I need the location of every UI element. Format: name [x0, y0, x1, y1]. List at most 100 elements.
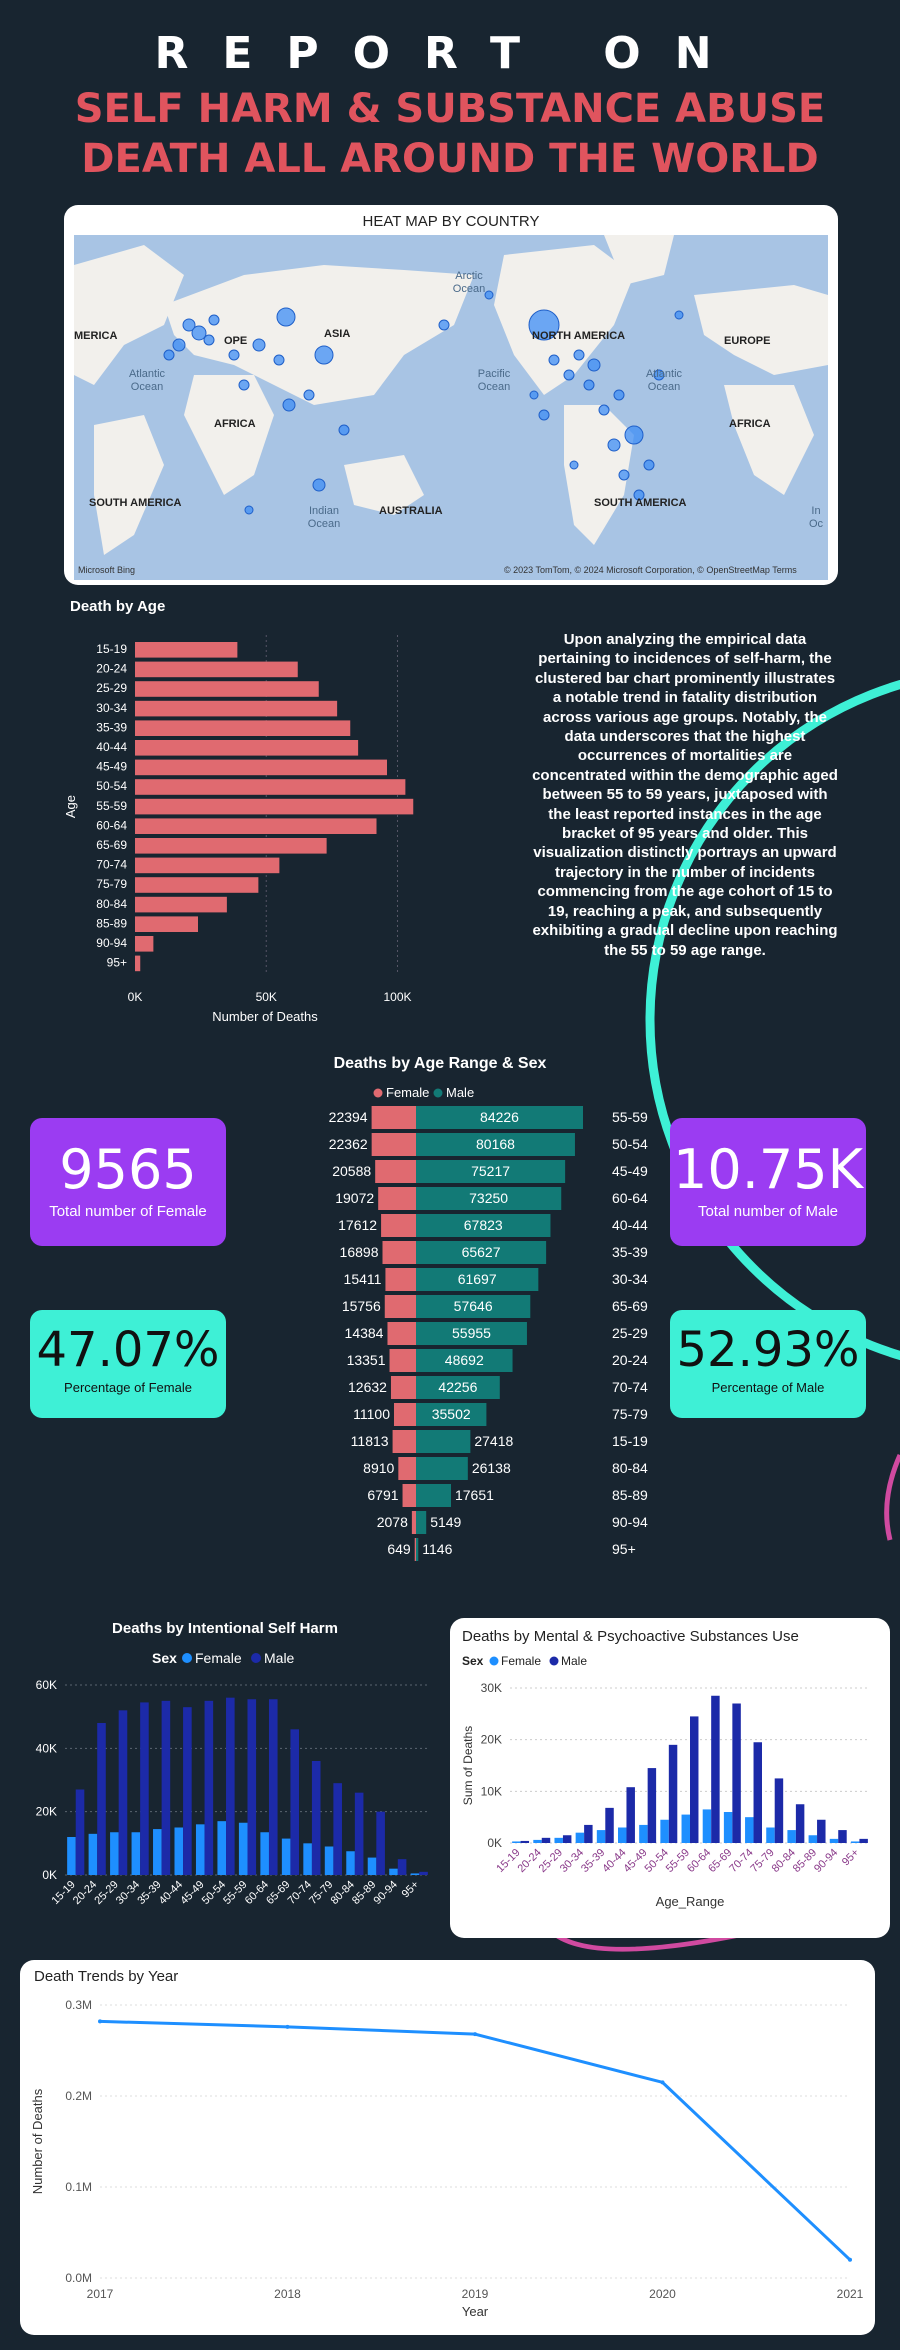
map-bubble[interactable] — [569, 460, 579, 470]
y-tick-label: 25-29 — [96, 681, 127, 695]
female-bar — [393, 1403, 416, 1426]
female-bar — [533, 1839, 542, 1843]
map-bubble[interactable] — [618, 469, 630, 481]
map-label-north-america: NORTH AMERICA — [532, 330, 626, 342]
ocean-label-indian-right: In Oc — [808, 505, 824, 530]
male-value-label: 26138 — [472, 1460, 511, 1476]
trend-point — [98, 2019, 102, 2024]
map-label-asia: ASIA — [324, 328, 351, 340]
kpi-female-total: 9565 Total number of Female — [30, 1118, 226, 1246]
y-tick-label: 65-69 — [96, 838, 127, 852]
female-bar — [387, 1322, 416, 1345]
female-bar — [260, 1832, 269, 1875]
legend-female-label: Female — [501, 1654, 541, 1668]
map-bubble[interactable] — [191, 325, 207, 341]
female-value-label: 6791 — [367, 1487, 398, 1503]
male-bar — [416, 1295, 531, 1318]
male-bar — [584, 1824, 593, 1843]
y-tick-label: 15-19 — [96, 642, 127, 656]
map-bubble[interactable] — [252, 338, 266, 352]
map-bubble[interactable] — [282, 398, 296, 412]
map-bubble[interactable] — [276, 307, 296, 327]
map-bubble[interactable] — [563, 369, 575, 381]
map-bubble[interactable] — [238, 379, 250, 391]
map-label-america: MERICA — [74, 330, 118, 342]
male-value-label: 84226 — [480, 1109, 519, 1125]
female-bar — [381, 1214, 416, 1237]
age-bar — [135, 896, 227, 913]
x-tick-label: 2017 — [87, 2287, 114, 2301]
male-bar — [183, 1707, 192, 1875]
map-bubble[interactable] — [163, 349, 175, 361]
ocean-label-pacific: Pacific Ocean — [477, 368, 511, 393]
death-by-age-chart: 0K 50K 100K 15-19 20-24 25-29 30-34 35-39 40-44 4… — [63, 635, 414, 1024]
map-bubble[interactable] — [674, 310, 684, 320]
self-harm-chart: Sex Female Male0K20K40K60K15-1920-2425-293… — [36, 1650, 430, 1907]
kpi-male-total: 10.75K Total number of Male — [670, 1118, 866, 1246]
world-map[interactable]: MERICA OPE ASIA NORTH AMERICA EUROPE AFR… — [74, 235, 828, 580]
map-bubble[interactable] — [314, 345, 334, 365]
map-bubble[interactable] — [484, 290, 494, 300]
female-value-label: 2078 — [377, 1514, 408, 1530]
female-bar — [618, 1827, 627, 1843]
map-bubble[interactable] — [228, 349, 240, 361]
map-bubble[interactable] — [583, 379, 595, 391]
x-tick-label: 70-74 — [286, 1879, 314, 1907]
male-value-label: 73250 — [469, 1190, 508, 1206]
male-value-label: 65627 — [462, 1244, 501, 1260]
map-bubble[interactable] — [529, 390, 539, 400]
female-bar — [378, 1187, 416, 1210]
map-credits[interactable]: © 2023 TomTom, © 2024 Microsoft Corporat… — [504, 565, 797, 575]
map-bubble[interactable] — [244, 505, 254, 515]
map-bubble[interactable] — [598, 404, 610, 416]
male-bar — [290, 1729, 300, 1875]
male-bar — [817, 1819, 826, 1843]
y-tick-label: 10K — [481, 1784, 502, 1798]
female-value-label: 12632 — [348, 1379, 387, 1395]
map-bubble[interactable] — [312, 478, 326, 492]
map-bubble[interactable] — [338, 424, 350, 436]
map-bubble[interactable] — [172, 338, 186, 352]
map-bubble[interactable] — [273, 354, 285, 366]
x-tick-label: 50K — [256, 990, 277, 1004]
land-shape — [74, 245, 184, 385]
age-range-label: 35-39 — [612, 1244, 648, 1260]
trend-chart: 0.0M 0.1M 0.2M 0.3M 2017 2018 2019 2020 2021 Year… — [30, 1998, 864, 2319]
map-bubble[interactable] — [587, 358, 601, 372]
map-bubble[interactable] — [607, 438, 621, 452]
legend-title: Sex — [152, 1650, 177, 1666]
female-bar — [238, 1822, 248, 1875]
map-bubble[interactable] — [538, 409, 550, 421]
y-tick-label: 0K — [487, 1836, 502, 1850]
male-bar — [795, 1804, 805, 1843]
female-bar — [389, 1868, 398, 1875]
age-bar — [135, 857, 280, 874]
map-bubble[interactable] — [208, 314, 220, 326]
y-tick-label: 0.3M — [65, 1998, 92, 2012]
female-bar — [385, 1268, 416, 1291]
map-bubble[interactable] — [613, 389, 625, 401]
y-tick-label: 80-84 — [96, 897, 127, 911]
map-bubble[interactable] — [438, 319, 450, 331]
map-bubble[interactable] — [633, 489, 645, 501]
female-bar — [596, 1830, 606, 1843]
female-bar — [67, 1837, 76, 1875]
female-bar — [371, 1133, 416, 1156]
ocean-label-arctic: Arctic Ocean — [452, 270, 486, 295]
map-bubble[interactable] — [573, 349, 585, 361]
map-bubble[interactable] — [653, 369, 665, 381]
map-bubble[interactable] — [548, 354, 560, 366]
female-bar — [512, 1841, 521, 1843]
map-bubble[interactable] — [643, 459, 655, 471]
age-range-label: 95+ — [612, 1541, 636, 1557]
substances-card: Deaths by Mental & Psychoactive Substanc… — [450, 1618, 890, 1938]
map-bubble[interactable] — [203, 334, 215, 346]
female-bar — [723, 1812, 733, 1843]
map-bubble[interactable] — [624, 425, 644, 445]
world-map-graphic — [74, 235, 828, 555]
male-bar — [118, 1710, 128, 1875]
map-bubble[interactable] — [182, 318, 196, 332]
map-bubble[interactable] — [303, 389, 315, 401]
map-bubble[interactable] — [528, 309, 560, 341]
female-bar — [303, 1843, 312, 1875]
